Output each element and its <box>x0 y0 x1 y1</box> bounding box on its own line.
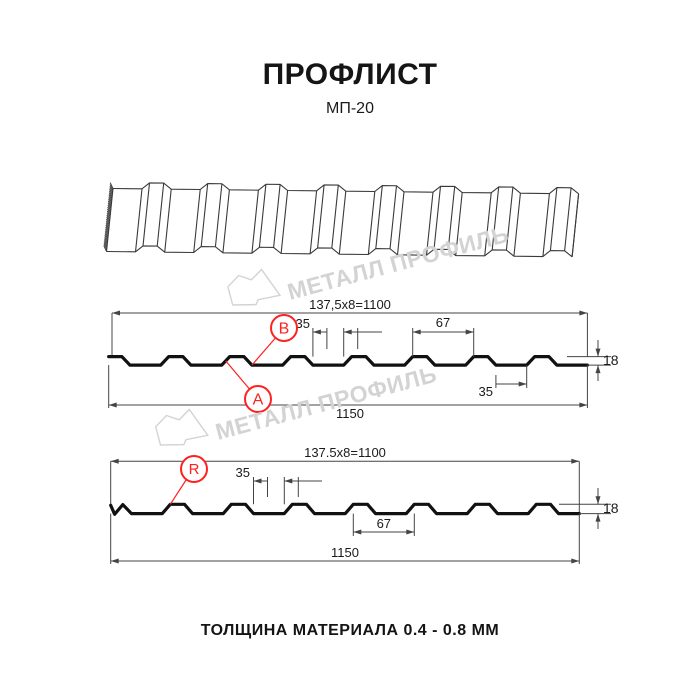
svg-text:18: 18 <box>603 500 619 516</box>
svg-text:МЕТАЛЛ ПРОФИЛЬ: МЕТАЛЛ ПРОФИЛЬ <box>213 361 440 445</box>
svg-text:137.5x8=1100: 137.5x8=1100 <box>304 445 386 460</box>
svg-text:R: R <box>189 461 200 478</box>
svg-text:1150: 1150 <box>331 545 359 560</box>
svg-text:35: 35 <box>236 465 250 480</box>
svg-text:67: 67 <box>377 516 391 531</box>
